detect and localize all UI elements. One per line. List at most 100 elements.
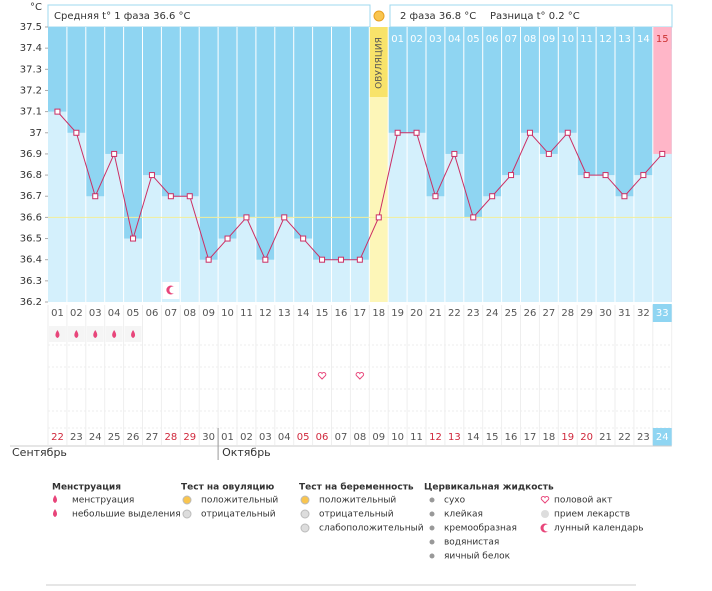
temperature-column [463,217,483,302]
difference: Разница t° 0.2 °C [490,11,580,22]
x-tick-label: 24 [486,308,499,319]
y-tick-label: 36.4 [20,255,42,266]
temperature-column [539,153,559,302]
temperature-column [615,196,634,302]
legend-icon [429,539,435,545]
x-tick-label: 21 [429,308,442,319]
date-label: 23 [637,432,650,443]
temperature-point [337,256,344,263]
date-label: 19 [561,432,574,443]
date-label: 10 [391,432,404,443]
x-tick-label: 09 [202,308,215,319]
phase2-day: 05 [467,34,480,45]
date-label: 15 [486,432,499,443]
last-date-box [652,428,672,446]
legend-title: Тест на овуляцию [181,483,274,493]
legend-icon [300,523,310,533]
temperature-column [180,196,200,302]
temperature-point [54,108,61,115]
y-tick-label: 36.8 [20,170,42,181]
x-tick-label: 27 [542,308,555,319]
legend-item: половой акт [554,496,612,506]
temperature-column [596,175,615,302]
temperature-point [602,172,609,179]
temperature-point [526,129,533,136]
y-tick-label: 37.2 [20,85,42,96]
date-label: 25 [108,432,121,443]
x-tick-label: 14 [297,308,310,319]
date-label: 08 [353,432,366,443]
x-tick-label: 07 [164,308,177,319]
temperature-point [451,150,458,157]
temperature-point [545,150,552,157]
legend-title: Менструация [52,483,121,493]
temperature-point [356,256,363,263]
temperature-column [255,259,275,302]
temperature-point [148,172,155,179]
date-label: 22 [51,432,64,443]
date-label: 06 [316,432,329,443]
temperature-point [92,193,99,200]
temperature-point [564,129,571,136]
temperature-column [426,196,445,302]
date-label: 02 [240,432,253,443]
legend-item: положительный [319,496,396,506]
x-tick-label: 05 [127,308,140,319]
x-tick-label: 17 [353,308,366,319]
y-tick-label: 36.2 [20,297,42,308]
temperature-column [199,259,219,302]
heart-icon [540,496,550,504]
temperature-point [621,193,628,200]
temperature-point [281,214,288,221]
temperature-point [205,256,212,263]
drop-icon [74,330,79,338]
legend-item: сухо [444,496,466,506]
legend-icon [541,510,549,518]
date-label: 23 [70,432,83,443]
temperature-column [237,217,256,302]
temperature-point [300,235,307,242]
temperature-point [167,193,174,200]
date-label: 26 [127,432,140,443]
x-tick-label: 28 [561,308,574,319]
date-label: 29 [183,432,196,443]
date-label: 11 [410,432,423,443]
legend-item: кремообразная [444,524,517,534]
temperature-column [501,175,521,302]
legend-item: положительный [201,496,278,506]
moon-cut [543,524,551,532]
legend-icon [182,509,192,519]
temperature-column [161,196,181,302]
y-tick-label: 36.7 [20,191,42,202]
x-tick-label: 01 [51,308,64,319]
x-tick-label: 03 [89,308,102,319]
heart-icon [355,372,365,380]
phase2-day: 04 [448,34,461,45]
temperature-column [142,175,162,302]
date-label: 09 [372,432,385,443]
x-tick-label: 22 [448,308,461,319]
date-label: 22 [618,432,631,443]
date-label: 18 [542,432,555,443]
y-tick-label: 37.1 [20,107,42,118]
ovulation-top [369,27,389,97]
drop-icon [131,330,136,338]
legend-item: слабоположительный [319,524,424,534]
date-label: 17 [524,432,537,443]
temperature-point [186,193,193,200]
legend-icon [429,553,435,559]
temperature-point [319,256,326,263]
temperature-column [652,153,672,302]
phase2-day: 08 [524,34,537,45]
x-tick-label: 32 [637,308,650,319]
temperature-point [470,214,477,221]
x-tick-label: 31 [618,308,631,319]
x-tick-label: 06 [146,308,159,319]
phase2-day: 09 [542,34,555,45]
date-label: 04 [278,432,291,443]
y-tick-label: 36.9 [20,149,42,160]
legend-item: отрицательный [201,510,276,520]
month-label: Сентябрь [12,446,67,459]
x-tick-label: 11 [240,308,253,319]
